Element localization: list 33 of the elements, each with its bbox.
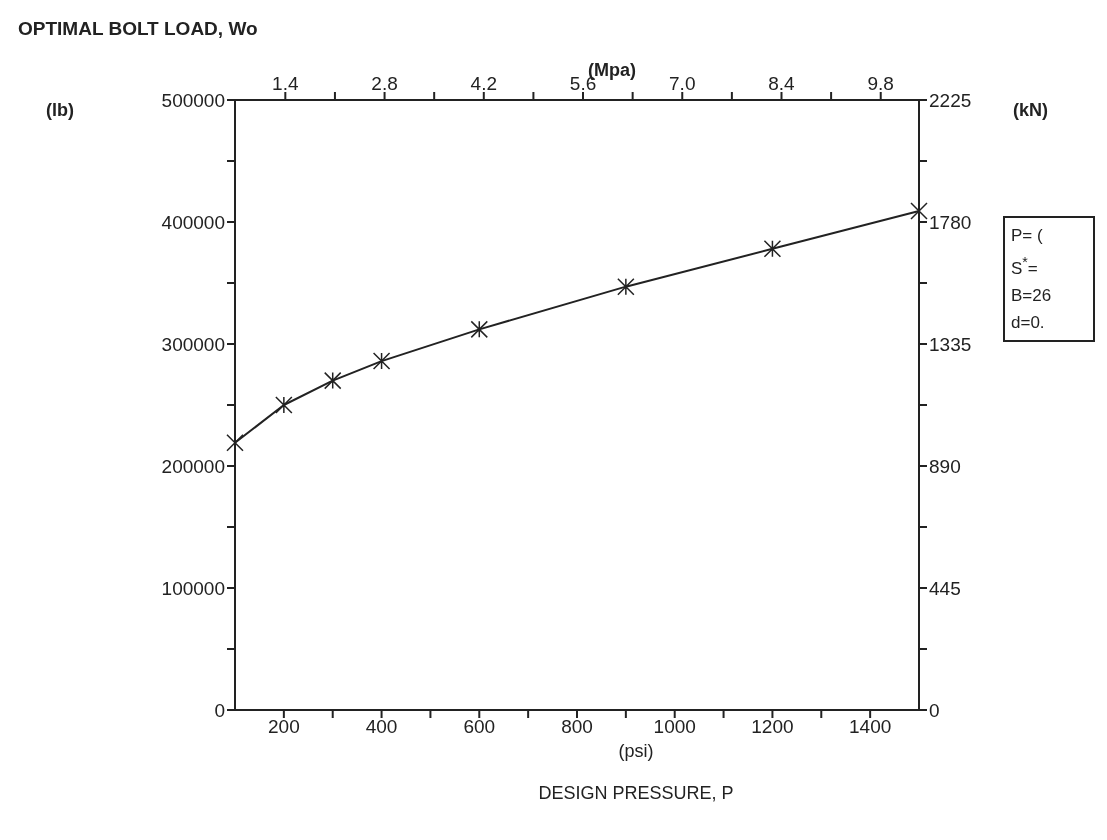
text: B=26 bbox=[1011, 284, 1053, 307]
y-tick-label: 100000 bbox=[161, 577, 225, 599]
x-tick-label: 600 bbox=[463, 716, 496, 738]
y2-tick-label: 1780 bbox=[929, 211, 972, 233]
x-tick-label: 400 bbox=[365, 716, 398, 738]
x2-tick-label: 8.4 bbox=[768, 73, 796, 94]
y2-tick-label: 445 bbox=[929, 577, 961, 599]
text: S$^{*}$= bbox=[1011, 253, 1039, 280]
text: d=0. bbox=[1011, 311, 1046, 334]
y2-tick-label: 1335 bbox=[929, 333, 972, 355]
y-tick-label: 400000 bbox=[161, 211, 225, 233]
x2-tick-label: 2.8 bbox=[371, 73, 398, 94]
x-tick-label: 800 bbox=[561, 716, 593, 738]
x-tick-label: 1000 bbox=[653, 716, 696, 738]
chart-title: OPTIMAL BOLT LOAD, Wo bbox=[18, 18, 258, 40]
y-tick-label: 500000 bbox=[161, 89, 225, 111]
y2-tick-label: 0 bbox=[929, 699, 940, 721]
y-axis-title: (lb) bbox=[46, 100, 74, 121]
x2-tick-label: 7.0 bbox=[669, 73, 696, 94]
y-tick-label: 300000 bbox=[161, 333, 225, 355]
x-tick-label: 200 bbox=[268, 716, 300, 738]
y2-tick-label: 890 bbox=[929, 455, 961, 477]
x-tick-label: 1400 bbox=[849, 716, 892, 738]
x-tick-label: 1200 bbox=[751, 716, 794, 738]
y-tick-label: 0 bbox=[214, 699, 225, 721]
x2-tick-label: 1.4 bbox=[272, 73, 299, 94]
x2-tick-label: 4.2 bbox=[470, 73, 497, 94]
y2-axis-title: (kN) bbox=[1013, 100, 1048, 121]
x2-tick-label: 9.8 bbox=[867, 73, 894, 94]
y-tick-label: 200000 bbox=[161, 455, 225, 477]
text: P= ( bbox=[1011, 225, 1044, 247]
y2-tick-label: 2225 bbox=[929, 89, 972, 111]
text: (psi) DESIGN PRESSURE, P bbox=[538, 741, 734, 803]
